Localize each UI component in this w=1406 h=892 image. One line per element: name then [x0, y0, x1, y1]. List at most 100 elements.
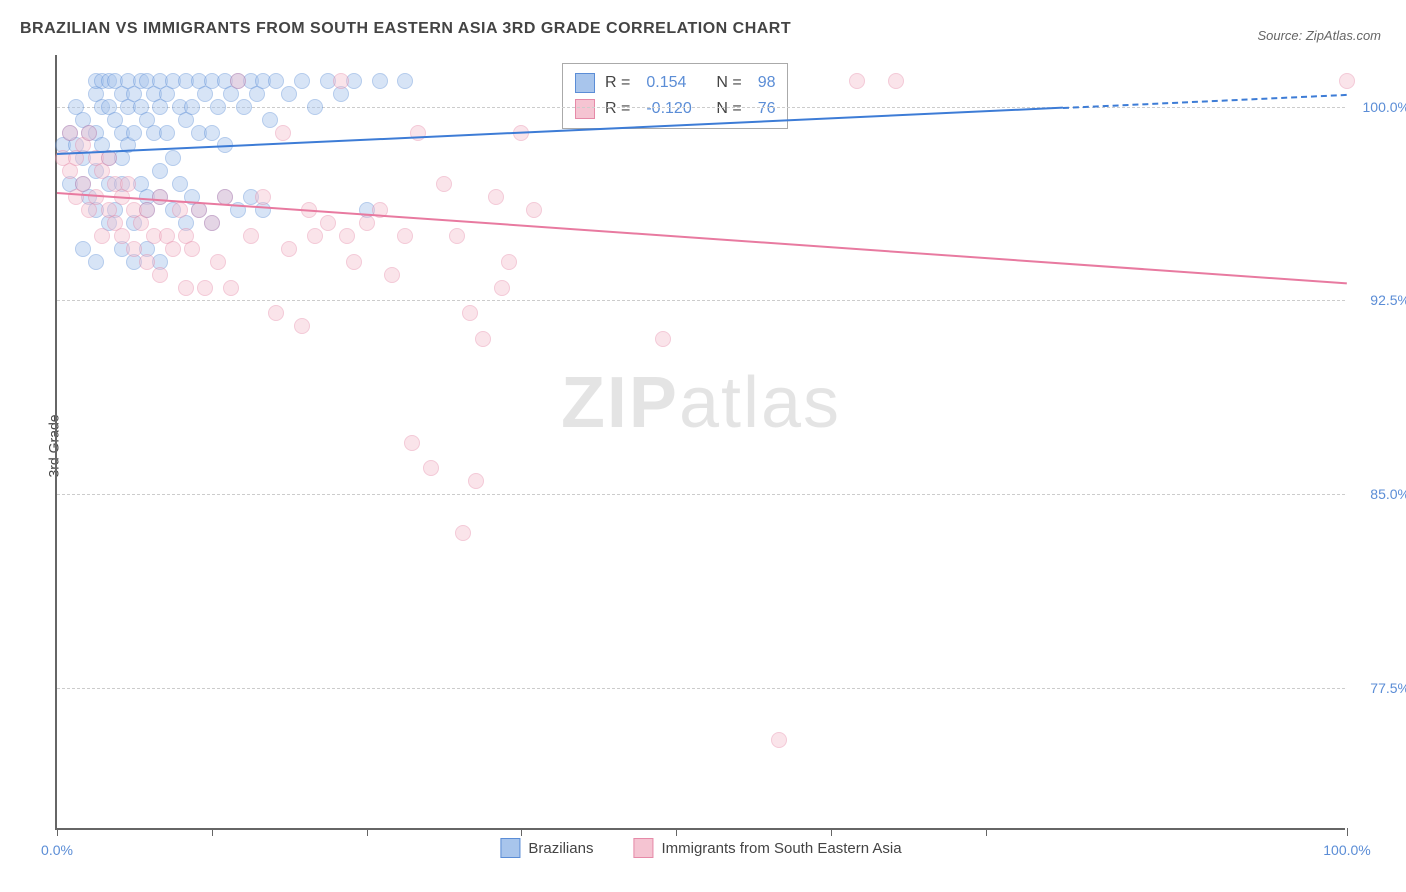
- scatter-point: [307, 228, 323, 244]
- scatter-point: [849, 73, 865, 89]
- scatter-point: [210, 99, 226, 115]
- scatter-point: [126, 241, 142, 257]
- scatter-point: [223, 280, 239, 296]
- scatter-point: [94, 228, 110, 244]
- legend-n-label: N =: [716, 96, 741, 122]
- scatter-point: [281, 86, 297, 102]
- scatter-point: [384, 267, 400, 283]
- scatter-point: [397, 228, 413, 244]
- legend-row: R = 0.154 N = 98: [575, 70, 775, 96]
- scatter-point: [236, 99, 252, 115]
- scatter-point: [255, 189, 271, 205]
- x-tick: [367, 828, 368, 836]
- gridline: [57, 494, 1345, 495]
- watermark: ZIPatlas: [561, 362, 841, 444]
- scatter-point: [88, 254, 104, 270]
- bottom-legend-label: Brazilians: [528, 840, 593, 857]
- scatter-point: [655, 331, 671, 347]
- legend-swatch: [500, 838, 520, 858]
- scatter-point: [372, 73, 388, 89]
- scatter-point: [494, 280, 510, 296]
- scatter-point: [1339, 73, 1355, 89]
- scatter-point: [294, 318, 310, 334]
- y-tick-label: 77.5%: [1370, 680, 1406, 696]
- scatter-point: [488, 189, 504, 205]
- legend-r-value: 0.154: [646, 70, 706, 96]
- watermark-atlas: atlas: [679, 363, 841, 443]
- scatter-point: [359, 215, 375, 231]
- legend-n-value: 98: [758, 70, 776, 96]
- x-tick: [986, 828, 987, 836]
- legend-n-label: N =: [716, 70, 741, 96]
- scatter-point: [262, 112, 278, 128]
- legend-r-label: R =: [605, 96, 630, 122]
- scatter-point: [204, 215, 220, 231]
- scatter-point: [449, 228, 465, 244]
- scatter-point: [152, 163, 168, 179]
- scatter-point: [178, 280, 194, 296]
- plot-area: ZIPatlas R =0.154N =98R =-0.120N =76 Bra…: [55, 55, 1345, 830]
- scatter-point: [114, 228, 130, 244]
- bottom-legend-item: Brazilians: [500, 838, 593, 858]
- scatter-point: [120, 176, 136, 192]
- x-tick-label: 100.0%: [1323, 842, 1370, 858]
- x-tick: [831, 828, 832, 836]
- scatter-point: [62, 125, 78, 141]
- scatter-point: [165, 150, 181, 166]
- y-tick-label: 92.5%: [1370, 292, 1406, 308]
- scatter-point: [184, 99, 200, 115]
- legend-swatch: [575, 73, 595, 93]
- correlation-legend: R =0.154N =98R =-0.120N =76: [562, 63, 788, 129]
- scatter-point: [152, 189, 168, 205]
- scatter-point: [126, 125, 142, 141]
- legend-r-label: R =: [605, 70, 630, 96]
- scatter-point: [268, 73, 284, 89]
- scatter-point: [468, 473, 484, 489]
- scatter-point: [184, 241, 200, 257]
- scatter-point: [294, 73, 310, 89]
- x-tick: [521, 828, 522, 836]
- scatter-point: [307, 99, 323, 115]
- legend-swatch: [633, 838, 653, 858]
- scatter-point: [423, 460, 439, 476]
- scatter-point: [230, 73, 246, 89]
- scatter-point: [501, 254, 517, 270]
- x-tick: [1347, 828, 1348, 836]
- scatter-point: [275, 125, 291, 141]
- scatter-point: [81, 125, 97, 141]
- gridline: [57, 300, 1345, 301]
- bottom-legend-item: Immigrants from South Eastern Asia: [633, 838, 901, 858]
- scatter-point: [210, 254, 226, 270]
- scatter-point: [339, 228, 355, 244]
- scatter-point: [165, 241, 181, 257]
- scatter-point: [139, 254, 155, 270]
- scatter-point: [333, 73, 349, 89]
- scatter-point: [281, 241, 297, 257]
- x-tick: [57, 828, 58, 836]
- y-tick-label: 85.0%: [1370, 486, 1406, 502]
- y-tick-label: 100.0%: [1363, 99, 1406, 115]
- scatter-point: [172, 176, 188, 192]
- scatter-point: [243, 228, 259, 244]
- legend-n-value: 76: [758, 96, 776, 122]
- scatter-point: [172, 202, 188, 218]
- bottom-legend: Brazilians Immigrants from South Eastern …: [500, 838, 901, 858]
- scatter-point: [526, 202, 542, 218]
- scatter-point: [397, 73, 413, 89]
- scatter-point: [197, 280, 213, 296]
- source-label: Source: ZipAtlas.com: [1257, 28, 1381, 43]
- scatter-point: [462, 305, 478, 321]
- scatter-point: [320, 215, 336, 231]
- bottom-legend-label: Immigrants from South Eastern Asia: [661, 840, 901, 857]
- gridline: [57, 688, 1345, 689]
- scatter-point: [475, 331, 491, 347]
- scatter-point: [346, 254, 362, 270]
- x-tick: [676, 828, 677, 836]
- scatter-point: [455, 525, 471, 541]
- scatter-point: [152, 267, 168, 283]
- scatter-point: [159, 125, 175, 141]
- scatter-point: [436, 176, 452, 192]
- scatter-point: [404, 435, 420, 451]
- scatter-point: [771, 732, 787, 748]
- chart-title: BRAZILIAN VS IMMIGRANTS FROM SOUTH EASTE…: [20, 20, 791, 38]
